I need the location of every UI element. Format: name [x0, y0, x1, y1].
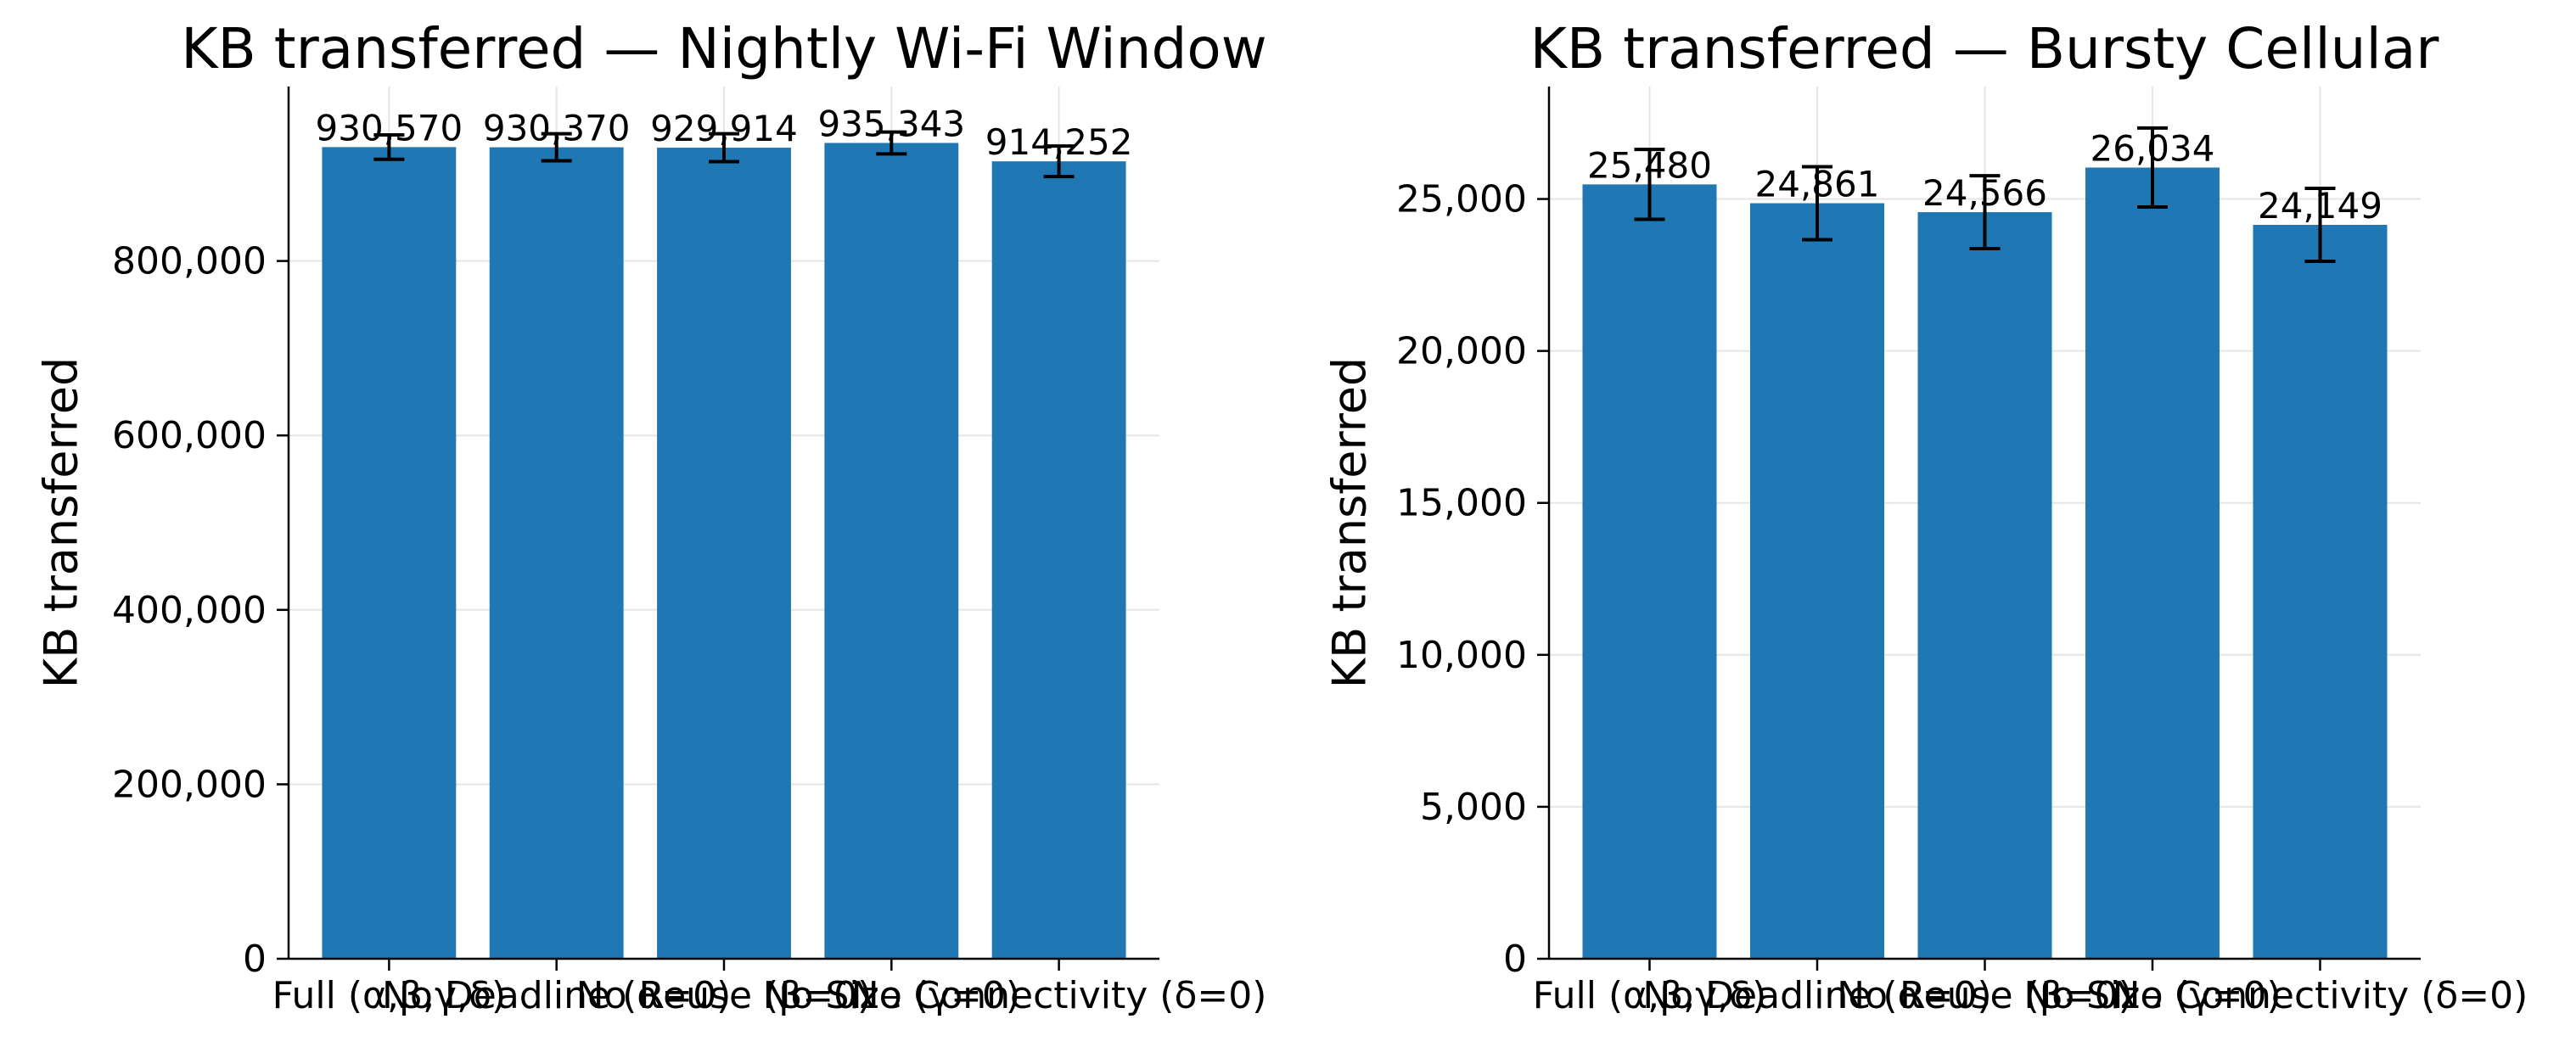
- x-category-label: No Reuse (β=0): [576, 974, 873, 1017]
- y-axis-label: KB transferred: [35, 357, 88, 688]
- y-axis-label: KB transferred: [1323, 357, 1377, 688]
- x-category-label: No Size (γ=0): [2023, 974, 2281, 1017]
- bar-value-label: 24,149: [2258, 185, 2382, 227]
- bar-value-label: 914,252: [985, 121, 1133, 163]
- bar-value-label: 24,566: [1922, 172, 2047, 214]
- y-tick-label: 15,000: [1396, 482, 1527, 525]
- error-bar: [1969, 174, 2001, 251]
- bar: [1750, 203, 1884, 960]
- y-tick-label: 0: [1503, 938, 1527, 981]
- x-category-label: No Deadline (α=0): [382, 974, 731, 1017]
- error-bar: [373, 132, 405, 161]
- y-tick-label: 25,000: [1396, 178, 1527, 221]
- chart-panel-bursty-cellular: 25,480 24,861 24,566 26,034 24,149 0 5,000 10,0…: [1323, 16, 2528, 1017]
- bar: [1582, 184, 1717, 960]
- error-bar: [709, 132, 739, 164]
- error-bar: [541, 132, 572, 163]
- y-tick-label: 10,000: [1396, 634, 1527, 677]
- x-category-label: No Deadline (α=0): [1642, 974, 1991, 1017]
- x-category-label: No Connectivity (δ=0): [2113, 974, 2528, 1017]
- x-category-label: No Connectivity (δ=0): [851, 974, 1267, 1017]
- error-bar: [876, 130, 907, 156]
- bar: [2085, 167, 2220, 959]
- error-bar: [2137, 126, 2168, 210]
- bar: [657, 148, 791, 959]
- bar: [991, 161, 1126, 960]
- x-category-label: No Size (γ=0): [763, 974, 1020, 1017]
- y-tick-label: 20,000: [1396, 330, 1527, 373]
- y-tick-label: 800,000: [112, 240, 267, 283]
- error-bar: [2304, 187, 2336, 263]
- chart-title: KB transferred — Bursty Cellular: [1530, 16, 2440, 81]
- bar: [1917, 212, 2052, 960]
- bar: [322, 147, 457, 960]
- error-bar: [1043, 144, 1075, 179]
- y-tick-label: 600,000: [112, 414, 267, 457]
- bar-value-label: 929,914: [650, 108, 798, 149]
- bar: [489, 147, 624, 959]
- chart-panel-nightly-wifi: 930,570 930,370 929,914 935,343 914,252 0 200,…: [35, 16, 1267, 1017]
- y-tick-label: 400,000: [112, 589, 267, 632]
- y-tick-label: 0: [243, 938, 267, 981]
- bar-value-label: 930,570: [316, 107, 463, 148]
- bar: [824, 143, 959, 959]
- bar: [2253, 225, 2388, 959]
- y-tick-label: 200,000: [112, 763, 267, 806]
- error-bar: [1634, 148, 1665, 221]
- bar-value-label: 25,480: [1587, 144, 1712, 186]
- chart-title: KB transferred — Nightly Wi-Fi Window: [181, 16, 1267, 81]
- bar-value-label: 26,034: [2091, 127, 2215, 169]
- x-category-label: Full (α,β,γ,δ): [1533, 974, 1767, 1017]
- x-category-label: Full (α,β,γ,δ): [272, 974, 507, 1017]
- bar-value-label: 930,370: [483, 108, 631, 149]
- bar-value-label: 935,343: [817, 103, 965, 144]
- bar-value-label: 24,861: [1755, 164, 1880, 205]
- x-category-label: No Reuse (β=0): [1837, 974, 2133, 1017]
- y-tick-label: 5,000: [1420, 786, 1527, 829]
- error-bar: [1802, 165, 1832, 242]
